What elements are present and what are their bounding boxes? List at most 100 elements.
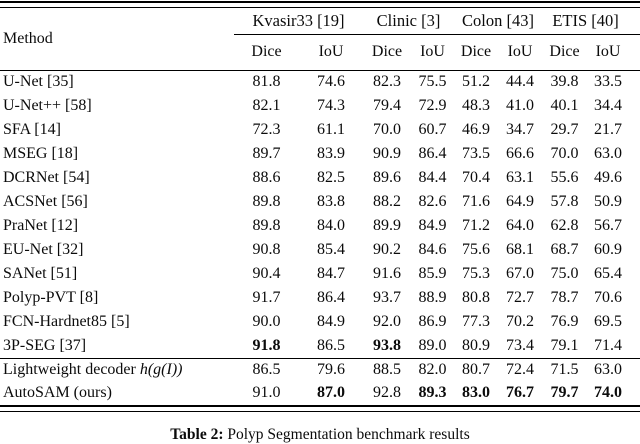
table-cell: 73.4 [506, 336, 535, 354]
table-cell: 90.0 [252, 313, 281, 330]
table-cell: 79.6 [299, 357, 364, 382]
table-row: DCRNet [54] 88.6 82.5 89.6 84.4 70.4 63.… [0, 166, 640, 190]
table-cell: 80.8 [462, 289, 491, 306]
table-cell: 88.2 [373, 193, 402, 210]
table-cell: 44.4 [506, 73, 535, 91]
metric-header: Dice [363, 34, 412, 71]
table-cell: 71.5 [542, 357, 588, 382]
table-cell: 85.4 [317, 241, 345, 258]
method-cell: SFA [14] [3, 121, 61, 138]
table-cell: 74.6 [317, 73, 345, 91]
method-cell: Polyp-PVT [8] [3, 289, 99, 306]
table-cell: 90.9 [373, 145, 402, 162]
table-cell: 81.8 [252, 73, 281, 91]
table-cell: 41.0 [506, 97, 535, 114]
table-cell: 88.9 [418, 289, 447, 306]
table-cell: 60.7 [418, 121, 447, 138]
method-label: Lightweight decoder [3, 361, 140, 378]
metric-header: Dice [234, 34, 299, 71]
table-cell: 89.8 [252, 217, 281, 234]
table-cell: 86.9 [418, 313, 447, 330]
table-cell: 87.0 [317, 384, 345, 402]
table-cell: 70.0 [550, 145, 579, 162]
table-top-rule [0, 1, 640, 8]
table-cell: 33.5 [594, 73, 623, 91]
table-cell: 66.6 [506, 145, 535, 162]
metric-header: IoU [299, 34, 364, 71]
table-cell: 83.0 [462, 384, 491, 402]
table-cell: 84.6 [418, 241, 447, 258]
table-cell: 88.6 [252, 169, 281, 186]
table-row: ACSNet [56] 89.8 83.8 88.2 82.6 71.6 64.… [0, 190, 640, 214]
table-cell: 56.7 [594, 217, 623, 234]
table-cell: 29.7 [550, 121, 579, 138]
table-cell: 67.0 [506, 265, 535, 282]
table-row: EU-Net [32] 90.8 85.4 90.2 84.6 75.6 68.… [0, 238, 640, 262]
table-cell: 72.3 [252, 121, 281, 138]
table-row: SFA [14] 72.3 61.1 70.0 60.7 46.9 34.7 2… [0, 118, 640, 142]
table-cell: 75.0 [550, 265, 579, 282]
table-cell: 85.9 [418, 265, 447, 282]
caption-label: Table 2: [170, 426, 224, 443]
metric-header: IoU [587, 34, 640, 71]
table-cell: 74.0 [594, 384, 623, 402]
table-row: 3P-SEG [37] 91.8 86.5 93.8 89.0 80.9 73.… [0, 334, 640, 358]
method-cell: FCN-Hardnet85 [5] [3, 313, 130, 330]
method-cell: SANet [51] [3, 265, 78, 282]
table-cell: 84.7 [317, 265, 345, 282]
metric-header: IoU [498, 34, 543, 71]
method-cell: MSEG [18] [3, 145, 79, 162]
table-cell: 75.6 [462, 241, 491, 258]
table-cell: 70.0 [373, 121, 402, 138]
table-cell: 49.6 [594, 169, 623, 186]
table-cell: 77.3 [462, 313, 491, 330]
table-row: Polyp-PVT [8] 91.7 86.4 93.7 88.9 80.8 7… [0, 286, 640, 310]
table-cell: 76.7 [506, 384, 535, 402]
table-cell: 68.7 [550, 241, 579, 258]
table-row: FCN-Hardnet85 [5] 90.0 84.9 92.0 86.9 77… [0, 310, 640, 334]
table-cell: 91.6 [373, 265, 402, 282]
method-cell: DCRNet [54] [3, 169, 90, 186]
table-cell: 71.2 [462, 217, 491, 234]
table-cell: 82.3 [373, 73, 402, 91]
column-group-etis: ETIS [40] [542, 8, 640, 35]
table-cell: 82.1 [252, 97, 281, 114]
method-cell: Lightweight decoder h(g(I)) [0, 357, 234, 382]
table-cell: 86.4 [317, 289, 345, 306]
table-cell: 34.4 [594, 97, 623, 114]
table-cell: 63.1 [506, 169, 535, 186]
caption-text: Polyp Segmentation benchmark results [227, 426, 470, 443]
table-cell: 40.1 [550, 97, 579, 114]
table-cell: 91.0 [252, 384, 281, 402]
table-cell: 84.9 [317, 313, 345, 330]
table-cell: 86.5 [234, 357, 299, 382]
table-row: SANet [51] 90.4 84.7 91.6 85.9 75.3 67.0… [0, 262, 640, 286]
table-row: U-Net [35] 81.8 74.6 82.3 75.5 51.2 44.4… [0, 70, 640, 94]
table-cell: 92.0 [373, 313, 402, 330]
table-cell: 80.7 [454, 357, 499, 382]
table-cell: 75.5 [418, 73, 447, 91]
method-cell: ACSNet [56] [3, 193, 88, 210]
table-cell: 79.7 [550, 384, 579, 402]
column-header-method: Method [0, 8, 234, 71]
table-cell: 46.9 [462, 121, 491, 138]
table-row: U-Net++ [58] 82.1 74.3 79.4 72.9 48.3 41… [0, 94, 640, 118]
table-cell: 83.9 [317, 145, 345, 162]
table-cell: 61.1 [317, 121, 345, 138]
table-cell: 64.9 [506, 193, 535, 210]
table-cell: 73.5 [462, 145, 491, 162]
method-cell: U-Net++ [58] [3, 97, 92, 114]
table-bottom-rule [0, 405, 640, 412]
table-cell: 88.5 [363, 357, 412, 382]
table-cell: 82.0 [411, 357, 455, 382]
table-row: PraNet [12] 89.8 84.0 89.9 84.9 71.2 64.… [0, 214, 640, 238]
table-cell: 64.0 [506, 217, 535, 234]
table-cell: 93.8 [373, 336, 402, 354]
table-cell: 71.6 [462, 193, 491, 210]
metric-header: Dice [542, 34, 588, 71]
table-cell: 84.9 [418, 217, 447, 234]
table-cell: 83.8 [317, 193, 345, 210]
table-cell: 78.7 [550, 289, 579, 306]
table-cell: 86.5 [317, 336, 345, 354]
